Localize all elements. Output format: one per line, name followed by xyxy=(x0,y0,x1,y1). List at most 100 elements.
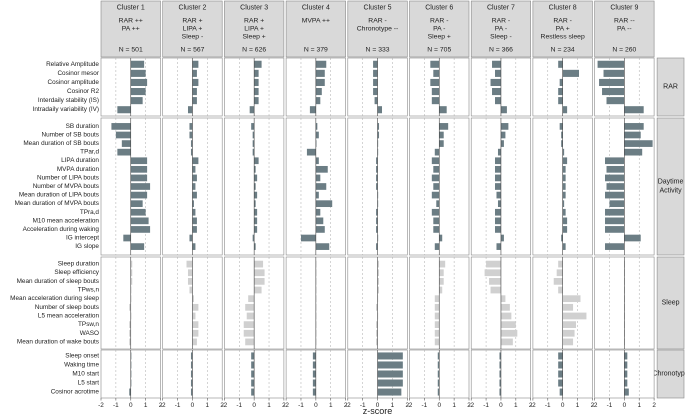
bar xyxy=(254,260,264,268)
variable-label: M10 mean acceleration xyxy=(33,217,100,224)
bar xyxy=(315,183,327,190)
variable-label: Number of LIPA bouts xyxy=(37,174,99,181)
bar xyxy=(309,106,316,114)
bar xyxy=(377,278,380,285)
x-tick-label: 0 xyxy=(561,402,565,409)
bar xyxy=(558,286,563,294)
cluster-profile: Chronotype -- xyxy=(357,26,399,33)
bar xyxy=(500,140,504,147)
bar xyxy=(254,243,256,250)
bar xyxy=(192,87,197,96)
x-tick-label: 2 xyxy=(652,402,656,409)
bar xyxy=(490,78,501,87)
x-tick-label: 0 xyxy=(499,402,503,409)
group-label: Chronotype xyxy=(652,371,685,378)
bar xyxy=(192,60,199,68)
bar xyxy=(315,269,317,277)
variable-label: WASO xyxy=(80,330,99,337)
bar xyxy=(599,78,625,87)
bar xyxy=(254,174,258,182)
variable-label: Sleep duration xyxy=(58,261,100,268)
cluster-title: Cluster 8 xyxy=(549,5,577,12)
bar xyxy=(377,131,380,139)
bar xyxy=(495,157,501,165)
bar xyxy=(192,312,196,320)
bar xyxy=(130,191,148,199)
bar xyxy=(373,87,378,96)
bar xyxy=(624,352,628,360)
bar xyxy=(251,388,255,396)
bar xyxy=(562,106,568,114)
bar xyxy=(315,278,317,285)
bar xyxy=(129,388,131,396)
cluster-strip xyxy=(100,0,161,58)
x-tick-label: -1 xyxy=(298,402,304,409)
bar xyxy=(190,379,193,387)
bar xyxy=(315,174,321,182)
bar xyxy=(562,148,565,156)
variable-label: Number of SB bouts xyxy=(41,131,99,138)
bar xyxy=(129,338,131,346)
bar xyxy=(376,174,378,182)
bar xyxy=(312,388,316,396)
bar xyxy=(562,174,566,182)
bar xyxy=(376,243,378,250)
bar xyxy=(129,321,131,328)
bar xyxy=(434,243,440,250)
bar xyxy=(431,174,440,182)
bar xyxy=(190,140,193,147)
bar xyxy=(500,131,506,139)
cluster-count: N = 626 xyxy=(242,47,266,54)
bar xyxy=(439,140,444,147)
variable-label: Cosinor R2 xyxy=(67,88,99,95)
bar xyxy=(315,338,317,346)
bar xyxy=(606,165,625,173)
bar xyxy=(187,278,193,285)
bar xyxy=(192,165,196,173)
bar xyxy=(433,183,440,190)
bar xyxy=(624,123,644,130)
group-label: Daytime xyxy=(658,179,684,186)
bar xyxy=(500,303,510,311)
cluster-title: Cluster 9 xyxy=(610,5,638,12)
cluster-title: Cluster 7 xyxy=(487,5,515,12)
variable-label: Mean duration of sleep bouts xyxy=(17,278,99,285)
bar xyxy=(377,370,403,378)
cluster-profile: RAR - xyxy=(368,18,387,25)
variable-label: TPsw,n xyxy=(78,321,99,328)
bar xyxy=(254,165,256,173)
bar xyxy=(373,60,378,68)
bar xyxy=(605,243,625,250)
bar xyxy=(377,352,403,360)
bar xyxy=(252,140,255,147)
bar xyxy=(130,269,133,277)
cluster-title: Cluster 6 xyxy=(425,5,453,12)
x-tick-label: 2 xyxy=(282,402,286,409)
bar xyxy=(559,123,563,130)
bar xyxy=(553,278,563,285)
cluster-profile: PA ++ xyxy=(122,26,140,33)
bar xyxy=(500,329,518,337)
bar xyxy=(252,234,255,242)
cluster-profile: RAR -- xyxy=(614,18,635,25)
bar xyxy=(605,217,625,225)
group-label: RAR xyxy=(663,84,678,91)
bar xyxy=(252,131,255,139)
bar xyxy=(562,329,575,337)
bar xyxy=(254,69,259,77)
x-tick-label: 1 xyxy=(637,402,641,409)
bar xyxy=(561,140,563,147)
bar xyxy=(439,131,444,139)
bar xyxy=(437,379,440,387)
bar xyxy=(254,226,258,233)
cluster-count: N = 260 xyxy=(612,47,636,54)
cluster-profile: RAR ++ xyxy=(119,18,143,25)
x-tick-label: 2 xyxy=(220,402,224,409)
cluster-profile: RAR + xyxy=(244,18,264,25)
bar xyxy=(439,278,444,285)
group-label: Sleep xyxy=(662,300,680,307)
bar xyxy=(489,278,501,285)
x-tick-label: 0 xyxy=(437,402,441,409)
bar xyxy=(376,208,378,216)
cluster-profile: RAR - xyxy=(553,18,572,25)
